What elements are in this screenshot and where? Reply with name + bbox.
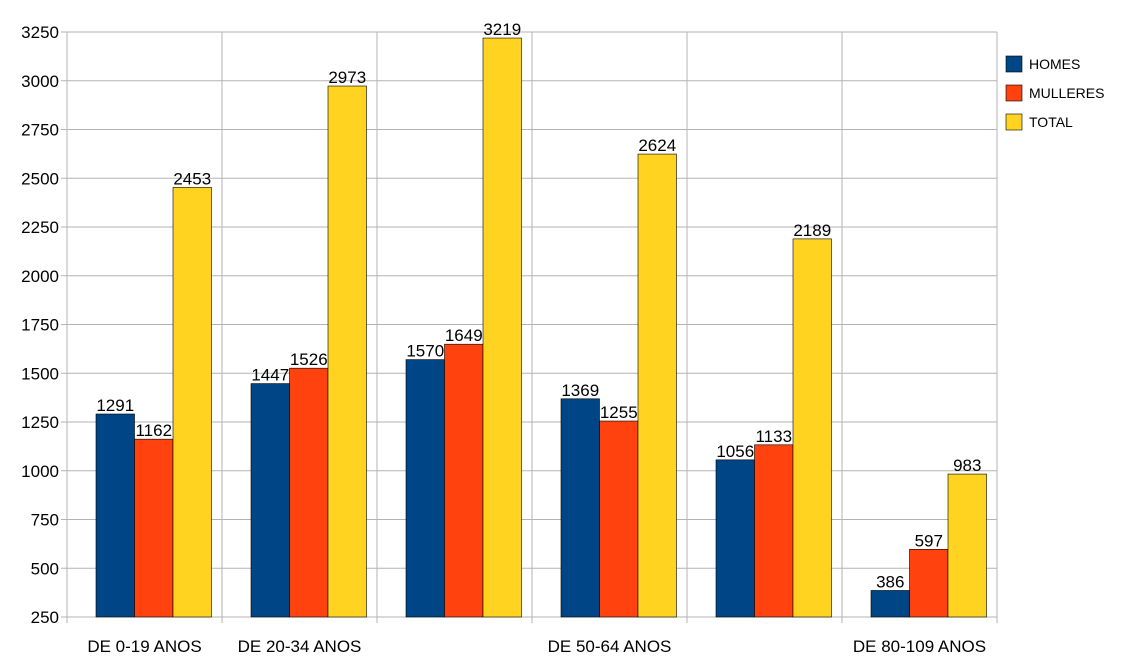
y-tick-label: 2500 <box>21 169 59 188</box>
bars <box>95 37 987 618</box>
bar-total <box>637 153 677 618</box>
data-label: 1369 <box>561 381 599 400</box>
data-label: 1570 <box>406 342 444 361</box>
data-label: 1133 <box>755 427 792 446</box>
data-label: 2973 <box>328 68 366 87</box>
y-tick-label: 750 <box>31 511 59 530</box>
data-label: 1162 <box>135 421 172 440</box>
data-labels: 1291 1447 1570 1369 1056 386 1162 1526 1649 1255 1… <box>96 20 981 591</box>
legend-swatch-total <box>1005 113 1023 131</box>
bar-total <box>172 187 212 618</box>
bar-total <box>327 85 367 618</box>
bar-homes <box>715 459 755 618</box>
gridlines <box>61 31 998 623</box>
y-tick-label: 1750 <box>21 316 59 335</box>
bar-homes <box>560 398 600 618</box>
bar-mulleres <box>909 549 949 618</box>
data-label: 2624 <box>638 136 676 155</box>
y-tick-label: 3250 <box>21 23 59 42</box>
bar-mulleres <box>289 367 329 618</box>
data-label: 597 <box>915 531 943 550</box>
legend-swatch-homes <box>1005 55 1023 73</box>
bar-homes <box>250 383 290 618</box>
data-label: 386 <box>876 572 904 591</box>
data-label: 1255 <box>600 403 638 422</box>
legend-label-total: TOTAL <box>1029 114 1073 130</box>
x-axis-ticks: DE 0-19 ANOS DE 20-34 ANOS DE 50-64 ANOS DE… <box>87 637 986 656</box>
bar-homes <box>95 413 135 618</box>
data-label: 2453 <box>173 169 211 188</box>
y-tick-label: 1500 <box>21 364 59 383</box>
data-label: 1447 <box>251 366 289 385</box>
y-tick-label: 1250 <box>21 413 59 432</box>
bar-mulleres <box>599 420 639 618</box>
bar-homes <box>405 359 445 618</box>
bar-total <box>482 37 522 618</box>
bar-mulleres <box>754 444 794 618</box>
bar-mulleres <box>134 438 174 618</box>
data-label: 983 <box>953 456 981 475</box>
bar-total <box>792 238 832 618</box>
data-label: 1526 <box>290 350 328 369</box>
legend-label-homes: HOMES <box>1029 56 1080 72</box>
y-axis-ticks: 250 500 750 1000 1250 1500 1750 2000 2250 2500 275… <box>21 23 59 627</box>
data-label: 2189 <box>793 221 831 240</box>
bar-mulleres <box>444 343 484 618</box>
y-tick-label: 250 <box>31 608 59 627</box>
bar-homes <box>870 590 910 618</box>
data-label: 1291 <box>96 396 134 415</box>
y-tick-label: 3000 <box>21 72 59 91</box>
y-tick-label: 2250 <box>21 218 59 237</box>
data-label: 1056 <box>716 442 754 461</box>
legend-label-mulleres: MULLERES <box>1029 85 1104 101</box>
legend: HOMES MULLERES TOTAL <box>1005 55 1104 131</box>
data-label: 1649 <box>445 326 483 345</box>
y-tick-label: 500 <box>31 559 59 578</box>
x-tick-label: DE 20-34 ANOS <box>238 637 362 656</box>
y-tick-label: 2000 <box>21 267 59 286</box>
bar-total <box>947 473 987 618</box>
data-label: 3219 <box>483 20 521 39</box>
x-tick-label: DE 50-64 ANOS <box>548 637 672 656</box>
y-tick-label: 2750 <box>21 121 59 140</box>
y-tick-label: 1000 <box>21 462 59 481</box>
legend-swatch-mulleres <box>1005 84 1023 102</box>
x-tick-label: DE 0-19 ANOS <box>87 637 201 656</box>
x-tick-label: DE 80-109 ANOS <box>853 637 986 656</box>
